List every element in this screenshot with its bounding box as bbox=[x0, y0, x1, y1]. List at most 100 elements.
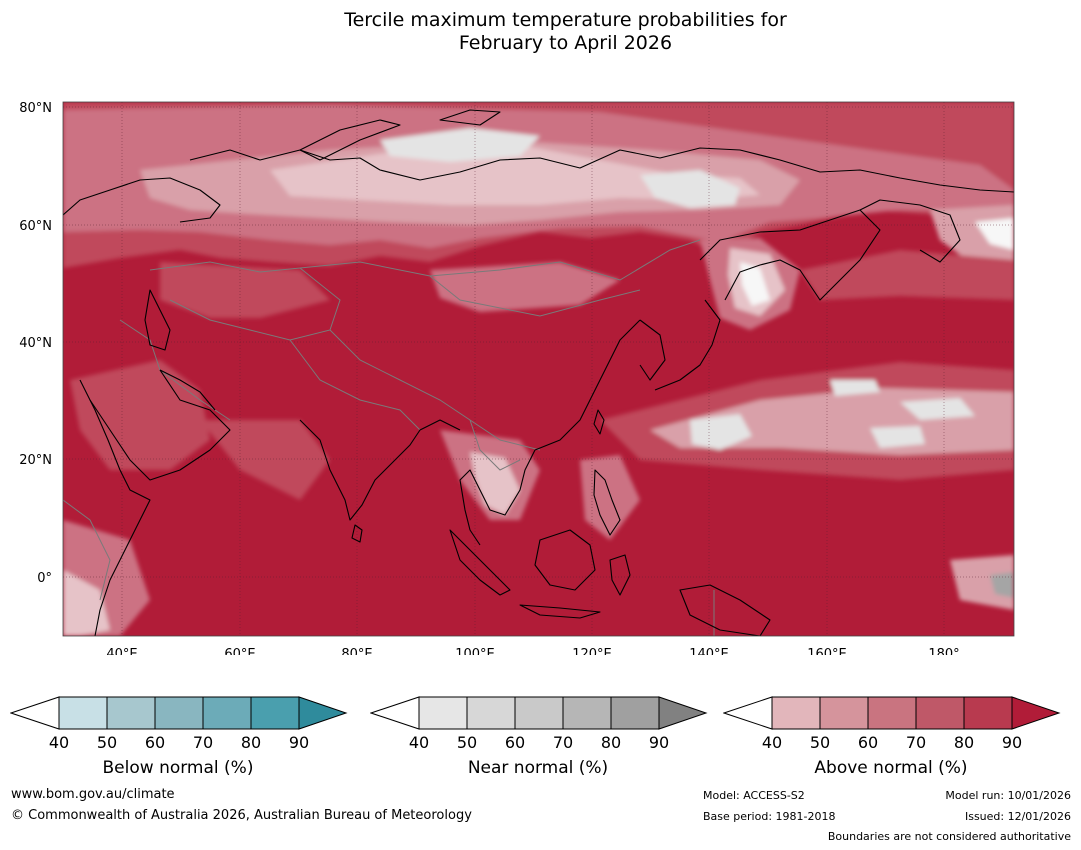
legend-above-arrow-left bbox=[723, 696, 773, 730]
lon-label-40e: 40°E bbox=[106, 647, 137, 655]
legend-below-swatch-70 bbox=[202, 696, 252, 730]
legend-near-tick-40: 40 bbox=[409, 733, 429, 752]
copyright-text: © Commonwealth of Australia 2026, Austra… bbox=[11, 808, 472, 823]
legend-below-title: Below normal (%) bbox=[102, 758, 254, 778]
shade-pacific-near-1 bbox=[690, 414, 752, 450]
coast-arabia bbox=[89, 369, 231, 481]
shade-central-asia bbox=[160, 262, 330, 318]
coast-okhotsk bbox=[699, 209, 881, 301]
lon-label-160e: 160°E bbox=[807, 647, 847, 655]
legend-near-tick-50: 50 bbox=[457, 733, 477, 752]
legend-below-tick-60: 60 bbox=[145, 733, 165, 752]
legend-below-arrow-left bbox=[10, 696, 60, 730]
legend-near-swatch-40 bbox=[418, 696, 468, 730]
legend-above-tick-50: 50 bbox=[810, 733, 830, 752]
legend-above-tick-80: 80 bbox=[954, 733, 974, 752]
legend-below-tick-40: 40 bbox=[49, 733, 69, 752]
shade-siberia-near bbox=[270, 145, 760, 205]
coast-east-china bbox=[534, 319, 641, 451]
border-india bbox=[289, 339, 421, 431]
coast-caspian bbox=[144, 289, 171, 351]
legend-below-swatch-60 bbox=[154, 696, 204, 730]
legend-below-swatch-40 bbox=[58, 696, 108, 730]
forecast-map: 80°N 60°N 40°N 20°N 0° 40°E 60°E 80°E 10… bbox=[19, 101, 1015, 655]
shade-north-pacific bbox=[800, 250, 1014, 300]
issued-date: Issued: 12/01/2026 bbox=[964, 810, 1071, 823]
coast-scandinavia bbox=[63, 177, 221, 223]
border-indochina bbox=[469, 419, 521, 471]
model-name: Model: ACCESS-S2 bbox=[703, 789, 805, 802]
border-mongolia-south bbox=[429, 275, 641, 317]
lat-label-80n: 80°N bbox=[19, 101, 52, 116]
probability-shading bbox=[63, 102, 1014, 636]
coast-borneo bbox=[534, 529, 596, 591]
coast-indochina bbox=[459, 449, 536, 546]
shade-pacific-corner-grey bbox=[990, 572, 1014, 598]
legend-above-arrow-right bbox=[1011, 696, 1061, 730]
coast-new-guinea bbox=[679, 584, 771, 636]
coast-java bbox=[519, 604, 601, 619]
website-link[interactable]: www.bom.gov.au/climate bbox=[11, 787, 175, 802]
border-china-north bbox=[299, 239, 701, 281]
coast-sulawesi bbox=[609, 554, 631, 596]
model-run-date: Model run: 10/01/2026 bbox=[945, 789, 1071, 802]
graticule bbox=[63, 102, 1014, 636]
lat-label-60n: 60°N bbox=[19, 219, 52, 234]
lat-label-20n: 20°N bbox=[19, 453, 52, 468]
coast-sri-lanka bbox=[351, 524, 363, 543]
shade-india-west bbox=[200, 420, 330, 500]
shade-pacific-near-3 bbox=[870, 426, 925, 448]
shade-kuril-white bbox=[740, 262, 770, 306]
lon-label-180: 180° bbox=[928, 647, 959, 655]
coast-persian-gulf bbox=[159, 369, 216, 411]
legend-below-arrow-right bbox=[298, 696, 348, 730]
shade-pacific-corner bbox=[950, 555, 1014, 610]
legend-near-arrow-left bbox=[370, 696, 420, 730]
legend-near-swatch-70 bbox=[562, 696, 612, 730]
coast-korea bbox=[639, 319, 666, 381]
legend-above-tick-90: 90 bbox=[1002, 733, 1022, 752]
legend-near-arrow-right bbox=[658, 696, 708, 730]
legend-near-title: Near normal (%) bbox=[467, 758, 609, 778]
coast-india bbox=[299, 419, 461, 521]
lon-label-60e: 60°E bbox=[224, 647, 255, 655]
coast-africa-horn bbox=[94, 469, 151, 636]
legend-below-swatch-50 bbox=[106, 696, 156, 730]
lon-label-120e: 120°E bbox=[572, 647, 612, 655]
legend-near-tick-80: 80 bbox=[601, 733, 621, 752]
longitude-labels: 40°E 60°E 80°E 100°E 120°E 140°E 160°E 1… bbox=[106, 647, 959, 655]
chart-title: Tercile maximum temperature probabilitie… bbox=[0, 9, 1081, 55]
legend-above-tick-40: 40 bbox=[762, 733, 782, 752]
legend-above-swatch-80 bbox=[963, 696, 1013, 730]
legend-near-tick-70: 70 bbox=[553, 733, 573, 752]
lat-label-40n: 40°N bbox=[19, 336, 52, 351]
legend-below-tick-90: 90 bbox=[289, 733, 309, 752]
legend-above-swatch-60 bbox=[867, 696, 917, 730]
coast-sumatra bbox=[449, 529, 511, 596]
lon-label-100e: 100°E bbox=[455, 647, 495, 655]
shade-ural-white bbox=[380, 128, 540, 162]
shade-pacific-near-2 bbox=[830, 380, 880, 396]
legend-below-normal: 40 50 60 70 80 90 bbox=[10, 696, 348, 752]
coast-kamchatka bbox=[859, 199, 961, 263]
legend-above-swatch-40 bbox=[771, 696, 821, 730]
border-africa bbox=[63, 499, 111, 601]
legend-near-swatch-60 bbox=[514, 696, 564, 730]
legend-above-title: Above normal (%) bbox=[814, 758, 968, 778]
coast-novaya-zemlya bbox=[299, 119, 401, 161]
border-central-asia bbox=[149, 261, 341, 341]
coast-philippines bbox=[593, 469, 621, 536]
border-china-south bbox=[329, 329, 541, 451]
legend-below-swatch-80 bbox=[250, 696, 300, 730]
lon-label-80e: 80°E bbox=[341, 647, 372, 655]
legend-near-normal: 40 50 60 70 80 90 bbox=[370, 696, 708, 752]
legend-near-swatch-80 bbox=[610, 696, 660, 730]
legend-below-tick-70: 70 bbox=[193, 733, 213, 752]
coast-red-sea bbox=[79, 379, 121, 471]
coast-taiwan bbox=[593, 409, 605, 435]
shade-arabia bbox=[70, 360, 210, 470]
legend-near-tick-90: 90 bbox=[649, 733, 669, 752]
legend-below-tick-80: 80 bbox=[241, 733, 261, 752]
map-frame bbox=[62, 101, 1015, 637]
shade-kamchatka-white bbox=[975, 218, 1014, 250]
